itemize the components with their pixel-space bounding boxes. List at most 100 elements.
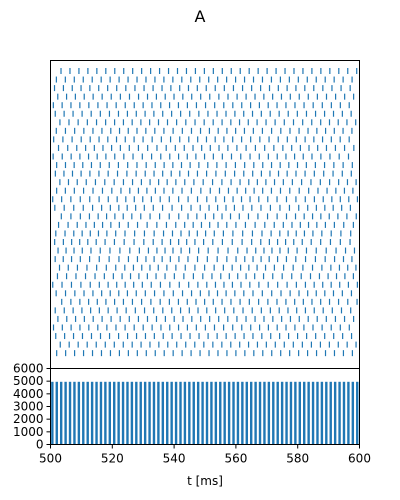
histogram-bar	[285, 381, 288, 445]
histogram-x-axis: 500 520 540 560 580 600	[39, 444, 371, 466]
y-tick-label: 6000	[13, 362, 44, 376]
raster-row	[54, 239, 351, 245]
histogram-bar	[258, 381, 262, 445]
raster-row	[60, 213, 357, 220]
histogram-bar	[333, 381, 337, 445]
y-tick-label: 3000	[13, 400, 44, 414]
raster-row	[52, 153, 350, 160]
histogram-bar	[250, 381, 253, 445]
raster-row	[59, 341, 357, 348]
histogram-bar	[126, 381, 129, 445]
histogram-bar	[192, 381, 195, 445]
raster-row	[55, 290, 353, 297]
histogram-bar	[82, 381, 85, 445]
histogram-bar	[338, 381, 341, 445]
histogram-bar	[174, 381, 178, 445]
histogram-bar	[121, 381, 125, 445]
histogram-bar	[139, 381, 142, 445]
x-tick-label: 520	[101, 452, 124, 466]
histogram-bar	[161, 381, 165, 445]
x-tick-label: 560	[224, 452, 247, 466]
raster-row	[56, 350, 353, 357]
histogram-bar	[351, 381, 355, 445]
histogram-bar	[316, 381, 319, 445]
histogram-bar	[214, 381, 218, 445]
histogram-bar	[325, 381, 328, 445]
raster-row	[60, 68, 358, 74]
histogram-bar	[117, 381, 120, 445]
histogram-bar	[347, 381, 350, 445]
histogram-bar	[143, 381, 147, 445]
histogram-bar	[166, 381, 169, 445]
raster-row	[56, 187, 354, 194]
raster-row	[57, 221, 354, 228]
histogram-bar	[130, 381, 134, 445]
raster-row	[57, 315, 355, 322]
raster-row	[52, 196, 359, 203]
histogram-bar	[201, 381, 204, 445]
histogram-bar	[289, 381, 293, 445]
histogram-bar	[311, 381, 315, 445]
figure-title: A	[195, 7, 206, 26]
histogram-bar	[272, 381, 275, 445]
raster-row	[54, 307, 352, 314]
raster-row	[54, 256, 353, 263]
x-tick-label: 600	[348, 452, 371, 466]
raster-row	[55, 76, 353, 83]
histogram-bar	[59, 381, 63, 445]
histogram-bar	[152, 381, 156, 445]
raster-row	[52, 324, 350, 331]
x-tick-label: 580	[286, 452, 309, 466]
raster-row	[56, 273, 354, 280]
histogram-bar	[356, 381, 359, 445]
histogram-bar	[170, 381, 173, 445]
histogram-bar	[254, 381, 257, 445]
raster-row	[57, 93, 355, 100]
histogram-bar	[157, 381, 160, 445]
histogram-bars	[51, 381, 359, 445]
raster-row	[55, 230, 352, 237]
raster-row	[59, 179, 357, 186]
raster-spikes	[52, 68, 359, 357]
histogram-bar	[307, 381, 310, 445]
raster-row	[54, 204, 351, 211]
histogram-bar	[298, 381, 301, 445]
raster-row	[53, 136, 350, 143]
histogram-bar	[196, 381, 200, 445]
histogram-bar	[280, 381, 284, 445]
histogram-bar	[113, 381, 116, 445]
raster-row	[59, 119, 357, 126]
raster-row	[52, 281, 358, 288]
y-tick-label: 5000	[13, 374, 44, 388]
histogram-bar	[320, 381, 324, 445]
y-tick-label: 1000	[13, 425, 44, 439]
raster-row	[57, 247, 356, 254]
histogram-bar	[104, 381, 107, 445]
raster-row	[52, 102, 350, 109]
histogram-bar	[342, 381, 346, 445]
raster-row	[57, 144, 355, 151]
histogram-bar	[51, 381, 54, 445]
histogram-bar	[64, 381, 67, 445]
histogram-bar	[219, 381, 222, 445]
histogram-bar	[148, 381, 151, 445]
histogram-bar	[276, 381, 279, 445]
histogram-bar	[68, 381, 72, 445]
histogram-bar	[188, 381, 191, 445]
histogram-bar	[183, 381, 187, 445]
histogram-bar	[294, 381, 297, 445]
histogram-bar	[86, 381, 89, 445]
histogram-bar	[179, 381, 182, 445]
raster-row	[55, 333, 353, 340]
histogram-bar	[108, 381, 111, 445]
histogram-bar	[55, 381, 58, 445]
histogram-bar	[135, 381, 138, 445]
x-tick-label: 500	[39, 452, 62, 466]
raster-row	[53, 85, 351, 92]
histogram-bar	[223, 381, 226, 445]
histogram-bar	[210, 381, 213, 445]
histogram-bar	[329, 381, 332, 445]
